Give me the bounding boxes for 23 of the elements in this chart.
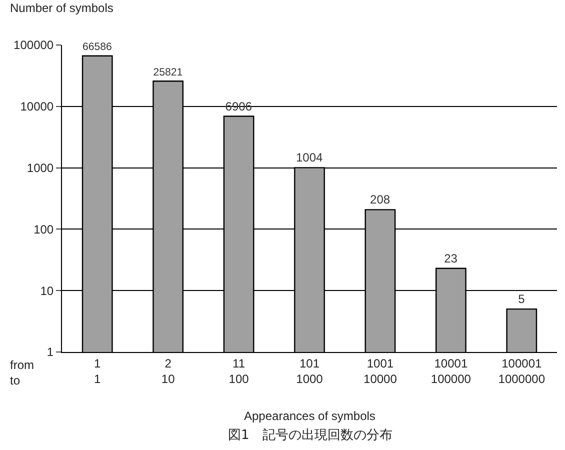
data-label: 66586	[82, 41, 112, 54]
x-tick-label: 2 10	[161, 356, 176, 386]
data-label: 23	[444, 251, 458, 266]
caption: 図1 記号の出現回数の分布	[228, 428, 392, 443]
x-tick-label: 10001 100000	[430, 356, 472, 386]
text: from to	[10, 358, 34, 388]
y-tick-label: 100	[34, 222, 54, 236]
x-tick-label: 1 1	[94, 356, 102, 386]
x-tick-label: 101 1000	[296, 356, 324, 386]
x-axis-title: Appearances of symbols	[244, 409, 376, 423]
data-label: 25821	[153, 66, 183, 78]
data-label: 208	[370, 192, 390, 207]
y-tick-label: 1	[46, 345, 54, 360]
y-tick-label: 10	[40, 284, 54, 298]
y-tick-label: 1000	[26, 161, 54, 175]
data-label: 1004	[296, 150, 324, 165]
y-tick-label: 100000	[14, 38, 54, 52]
x-tick-label: 11 100	[228, 356, 250, 386]
data-label: 5	[518, 292, 526, 306]
x-tick-label: 1001 10000	[364, 356, 398, 386]
y-tick-label: 10000	[20, 100, 54, 114]
y-axis-title: Number of symbols	[10, 1, 114, 15]
x-tick-label: 100001 1000000	[498, 356, 546, 386]
